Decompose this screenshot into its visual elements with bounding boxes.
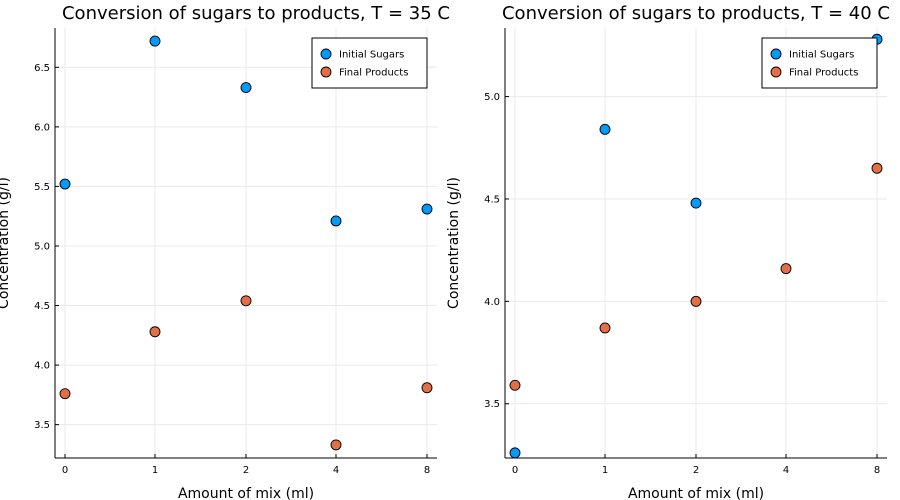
data-point-initial-sugars (509, 447, 521, 459)
data-point-initial-sugars (240, 82, 252, 94)
legend-box (761, 37, 878, 89)
x-tick-label: 0 (62, 465, 68, 476)
data-point-final-products (421, 382, 433, 394)
data-point-initial-sugars (599, 123, 611, 135)
x-tick-label: 2 (243, 465, 249, 476)
data-point-initial-sugars (59, 178, 71, 190)
x-tick-label: 0 (512, 465, 518, 476)
legend-marker-final-products (770, 66, 782, 78)
x-tick-label: 1 (152, 465, 158, 476)
legend: Initial Sugars Final Products (311, 37, 428, 89)
x-tick-label: 8 (874, 465, 880, 476)
data-point-initial-sugars (421, 203, 433, 215)
x-tick-label: 4 (783, 465, 789, 476)
x-tick-label: 1 (602, 465, 608, 476)
y-tick-label: 3.5 (484, 399, 500, 410)
y-tick-label: 3.5 (34, 420, 50, 431)
legend-marker-final-products (320, 66, 332, 78)
y-tick-label: 5.0 (484, 92, 500, 103)
x-axis-label: Amount of mix (ml) (178, 486, 314, 500)
legend-label: Final Products (339, 68, 408, 79)
y-tick-label: 6.5 (34, 63, 50, 74)
y-tick-label: 4.5 (484, 194, 500, 205)
data-point-final-products (330, 439, 342, 451)
data-point-final-products (780, 263, 792, 275)
chart-title: Conversion of sugars to products, T = 35… (62, 3, 450, 24)
legend-label: Initial Sugars (789, 50, 854, 61)
y-tick-label: 4.0 (34, 361, 50, 372)
legend-label: Final Products (789, 68, 858, 79)
legend: Initial Sugars Final Products (761, 37, 878, 89)
legend-label: Initial Sugars (339, 50, 404, 61)
chart-panel-1: 0 1 2 4 8 3.5 4.0 4.5 5.0 5.5 6.0 6.5 Conversion of … (0, 3, 450, 500)
data-point-initial-sugars (690, 197, 702, 209)
y-tick-label: 4.5 (34, 301, 50, 312)
x-tick-label: 8 (424, 465, 430, 476)
y-tick-label: 6.0 (34, 122, 50, 133)
y-tick-label: 4.0 (484, 297, 500, 308)
chart-panel-2: 0 1 2 4 8 3.5 4.0 4.5 5.0 Conversion of sugars to… (446, 3, 890, 500)
data-point-initial-sugars (330, 215, 342, 227)
data-point-final-products (599, 322, 611, 334)
data-point-final-products (509, 379, 521, 391)
y-tick-label: 5.5 (34, 182, 50, 193)
chart-title: Conversion of sugars to products, T = 40… (502, 3, 890, 24)
data-point-final-products (690, 295, 702, 307)
x-tick-label: 2 (693, 465, 699, 476)
y-axis-label: Concentration (g/l) (0, 177, 12, 309)
x-axis-label: Amount of mix (ml) (628, 486, 764, 500)
data-point-final-products (59, 388, 71, 400)
y-axis-label: Concentration (g/l) (446, 177, 462, 309)
x-tick-label: 4 (333, 465, 339, 476)
y-tick-label: 5.0 (34, 241, 50, 252)
data-point-final-products (871, 162, 883, 174)
legend-box (311, 37, 428, 89)
legend-marker-initial-sugars (770, 48, 782, 60)
data-point-final-products (240, 295, 252, 307)
data-point-final-products (149, 326, 161, 338)
data-point-initial-sugars (149, 35, 161, 47)
legend-marker-initial-sugars (320, 48, 332, 60)
